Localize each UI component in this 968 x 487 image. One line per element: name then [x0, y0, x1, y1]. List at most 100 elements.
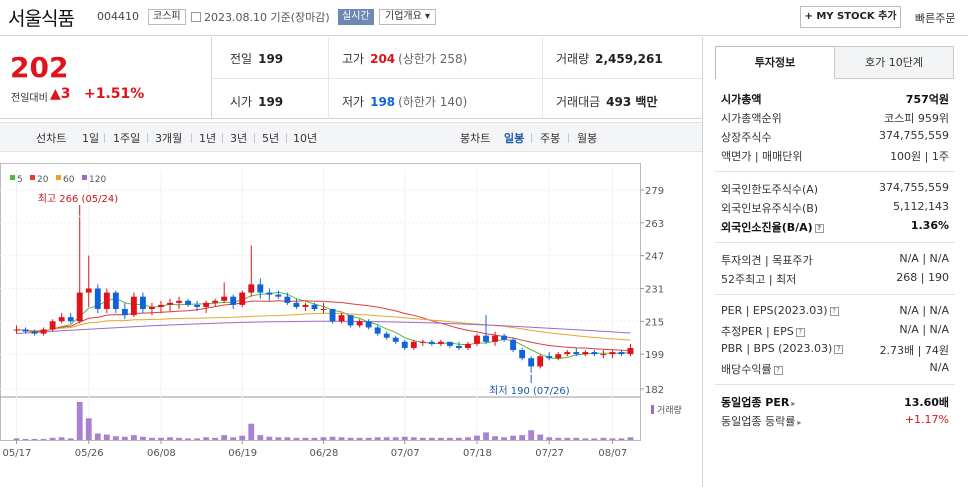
tab-3m[interactable]: 3개월 [155, 132, 183, 145]
help-icon[interactable]: ? [834, 345, 844, 354]
tab-line-chart[interactable]: 선차트 [36, 132, 67, 145]
change-label: 전일대비 [11, 93, 48, 104]
quick-order-link[interactable]: 빠른주문 [915, 12, 956, 25]
help-icon[interactable]: ? [773, 366, 783, 375]
industry-per-row[interactable]: 동일업종 PER ▸ 13.60배 [721, 396, 949, 409]
candle-body [221, 296, 228, 301]
tab-monthly[interactable]: 월봉 [577, 132, 598, 145]
moving-average-lines [16, 291, 631, 360]
x-tick-label: 05/17 [3, 448, 32, 459]
candle-body [627, 347, 634, 355]
dividend-row: 배당수익률? N/A [721, 361, 949, 376]
tab-5y[interactable]: 5년 [262, 132, 280, 145]
foreign-limit-row: 외국인한도주식수(A) 374,755,559 [721, 181, 949, 196]
volume-bar [130, 435, 137, 440]
legend-label: 120 [89, 175, 106, 185]
volume-bar [284, 437, 291, 440]
candle-body [591, 352, 598, 355]
help-icon[interactable]: ? [829, 307, 839, 316]
volume-bar [474, 435, 480, 440]
help-icon[interactable]: ? [795, 328, 805, 337]
volume-bar [49, 437, 56, 440]
tab-10y[interactable]: 10년 [293, 132, 318, 145]
candle-body [158, 304, 164, 307]
volume-bar [239, 435, 246, 440]
legend-label: 20 [37, 175, 49, 185]
candle-body [410, 341, 417, 348]
stock-header: 서울식품 004410 코스피 2023.08.10 기준(장마감) 실시간 기… [0, 0, 968, 36]
current-price: 202 [10, 51, 69, 84]
candle-body [374, 327, 381, 334]
candle-body [428, 341, 435, 344]
candle-body [149, 306, 155, 309]
volume-bar [31, 438, 38, 440]
volume-bar [591, 438, 598, 440]
volume-bar [501, 437, 508, 440]
volume-bar [203, 437, 210, 440]
y-tick-label: 231 [645, 284, 664, 295]
tab-separator [104, 133, 105, 143]
current-price-box: 202 전일대비 ▲3 +1.51% [0, 37, 212, 119]
volume-bars [13, 402, 634, 440]
tab-daily[interactable]: 일봉 [504, 132, 525, 145]
volume-bar [419, 437, 426, 440]
tab-1d[interactable]: 1일 [82, 132, 100, 145]
help-icon[interactable]: ? [814, 224, 824, 233]
company-info-dropdown[interactable]: 기업개요 ▾ [379, 9, 436, 25]
candle-body [239, 292, 246, 305]
x-tick-label: 07/18 [463, 448, 492, 459]
legend-swatch [10, 175, 15, 180]
realtime-button[interactable]: 실시간 [338, 9, 374, 25]
x-tick-label: 06/28 [310, 448, 339, 459]
candle-body [600, 354, 607, 356]
change-amount: ▲3 [50, 86, 71, 102]
volume-bar [112, 436, 119, 440]
x-tick-label: 06/08 [147, 448, 176, 459]
candle-body [121, 308, 128, 316]
volume-bar [320, 437, 327, 440]
tab-1y[interactable]: 1년 [199, 132, 217, 145]
add-my-stock-button[interactable]: + MY STOCK 추가 [800, 6, 901, 28]
industry-change-row[interactable]: 동일업종 등락률 ▸ +1.17% [721, 413, 949, 428]
volume-bar [573, 437, 580, 440]
volume-bar [465, 437, 471, 440]
tab-3y[interactable]: 3년 [230, 132, 248, 145]
tab-hoga-10[interactable]: 호가 10단계 [834, 46, 954, 79]
candle-body [311, 304, 318, 309]
market-badge: 코스피 [148, 9, 186, 25]
volume-bar [275, 437, 282, 440]
candle-body [446, 341, 453, 346]
candlestick-chart[interactable]: 279 263 247 231 215 199 182 05/17 05/26 06/08 06/… [0, 163, 702, 473]
legend-label: 5 [17, 175, 23, 185]
tab-candle-chart[interactable]: 봉차트 [460, 132, 491, 145]
volume-bar [627, 437, 634, 440]
tab-1w[interactable]: 1주일 [113, 132, 141, 145]
volume-bar [293, 437, 300, 440]
candle-body [302, 304, 309, 307]
tab-separator [147, 133, 148, 143]
candle-body [266, 292, 273, 295]
candle-body [356, 321, 363, 326]
volume-bar [94, 433, 101, 440]
y-tick-label: 199 [645, 350, 664, 361]
ma120-line [16, 320, 631, 335]
tab-weekly[interactable]: 주봉 [540, 132, 561, 145]
volume-bar [564, 437, 571, 440]
candle-body [329, 308, 336, 322]
candle-body [582, 352, 589, 355]
volume-bar [266, 436, 273, 440]
candle-body [293, 302, 300, 307]
candle-body [167, 302, 173, 305]
volume-bar [22, 438, 29, 440]
candle-body [483, 335, 489, 342]
annotations: 최고 266 (05/24) 최저 190 (07/26) 거래량 [38, 193, 682, 416]
candle-body [564, 352, 571, 355]
market-cap-row: 시가총액 757억원 [721, 93, 949, 106]
volume-bar [437, 437, 444, 440]
volume-bar [492, 436, 498, 440]
market-cap-rank-row: 시가총액순위 코스피 959위 [721, 112, 949, 125]
candle-body [176, 300, 182, 303]
candle-body [338, 315, 345, 322]
volume-bar [456, 437, 462, 440]
tab-invest-info[interactable]: 투자정보 [715, 46, 835, 79]
